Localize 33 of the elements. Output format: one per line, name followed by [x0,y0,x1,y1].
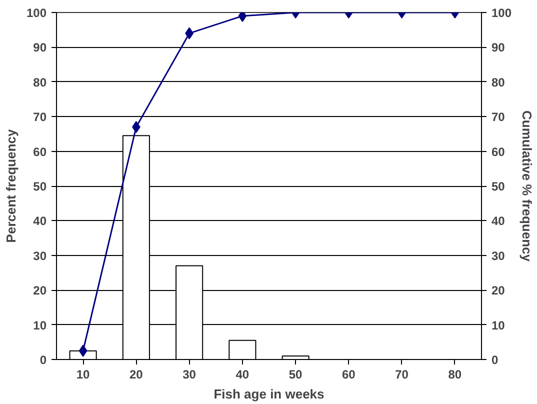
y-tick-label: 100 [26,6,47,20]
x-tick-label: 30 [182,368,196,382]
x-tick-label: 70 [395,368,409,382]
y2-tick-label: 40 [492,214,506,228]
y-tick-label: 90 [33,40,47,55]
x-tick-label: 60 [342,368,356,382]
y2-tick-label: 0 [492,353,498,367]
y2-tick-label: 10 [492,318,506,332]
x-tick-label: 10 [76,368,90,382]
y2-tick-label: 70 [492,110,506,124]
x-tick-label: 50 [288,368,303,382]
y2-tick-label: 90 [492,40,506,55]
y-tick-label: 40 [33,214,47,228]
y-tick-label: 30 [33,248,47,263]
y-tick-label: 50 [33,180,47,194]
y-tick-label: 20 [33,284,47,298]
y2-tick-label: 20 [492,284,506,298]
y-tick-label: 60 [33,144,47,159]
y2-tick-label: 80 [492,75,506,90]
x-tick-label: 40 [236,368,250,382]
y2-tick-label: 60 [492,144,506,159]
y-axis-title: Percent frequency [3,128,18,243]
y2-tick-label: 100 [492,6,512,20]
y-tick-label: 70 [33,110,47,124]
x-tick-label: 80 [448,368,462,382]
x-axis-title: Fish age in weeks [214,386,324,402]
y2-axis-title: Cumulative % frequency [520,110,535,262]
y-tick-label: 80 [33,75,47,90]
y-tick-label: 10 [33,318,47,332]
y2-tick-label: 50 [492,180,506,194]
y-tick-label: 0 [40,353,47,367]
x-tick-label: 20 [130,368,144,382]
y2-tick-label: 30 [492,248,506,263]
